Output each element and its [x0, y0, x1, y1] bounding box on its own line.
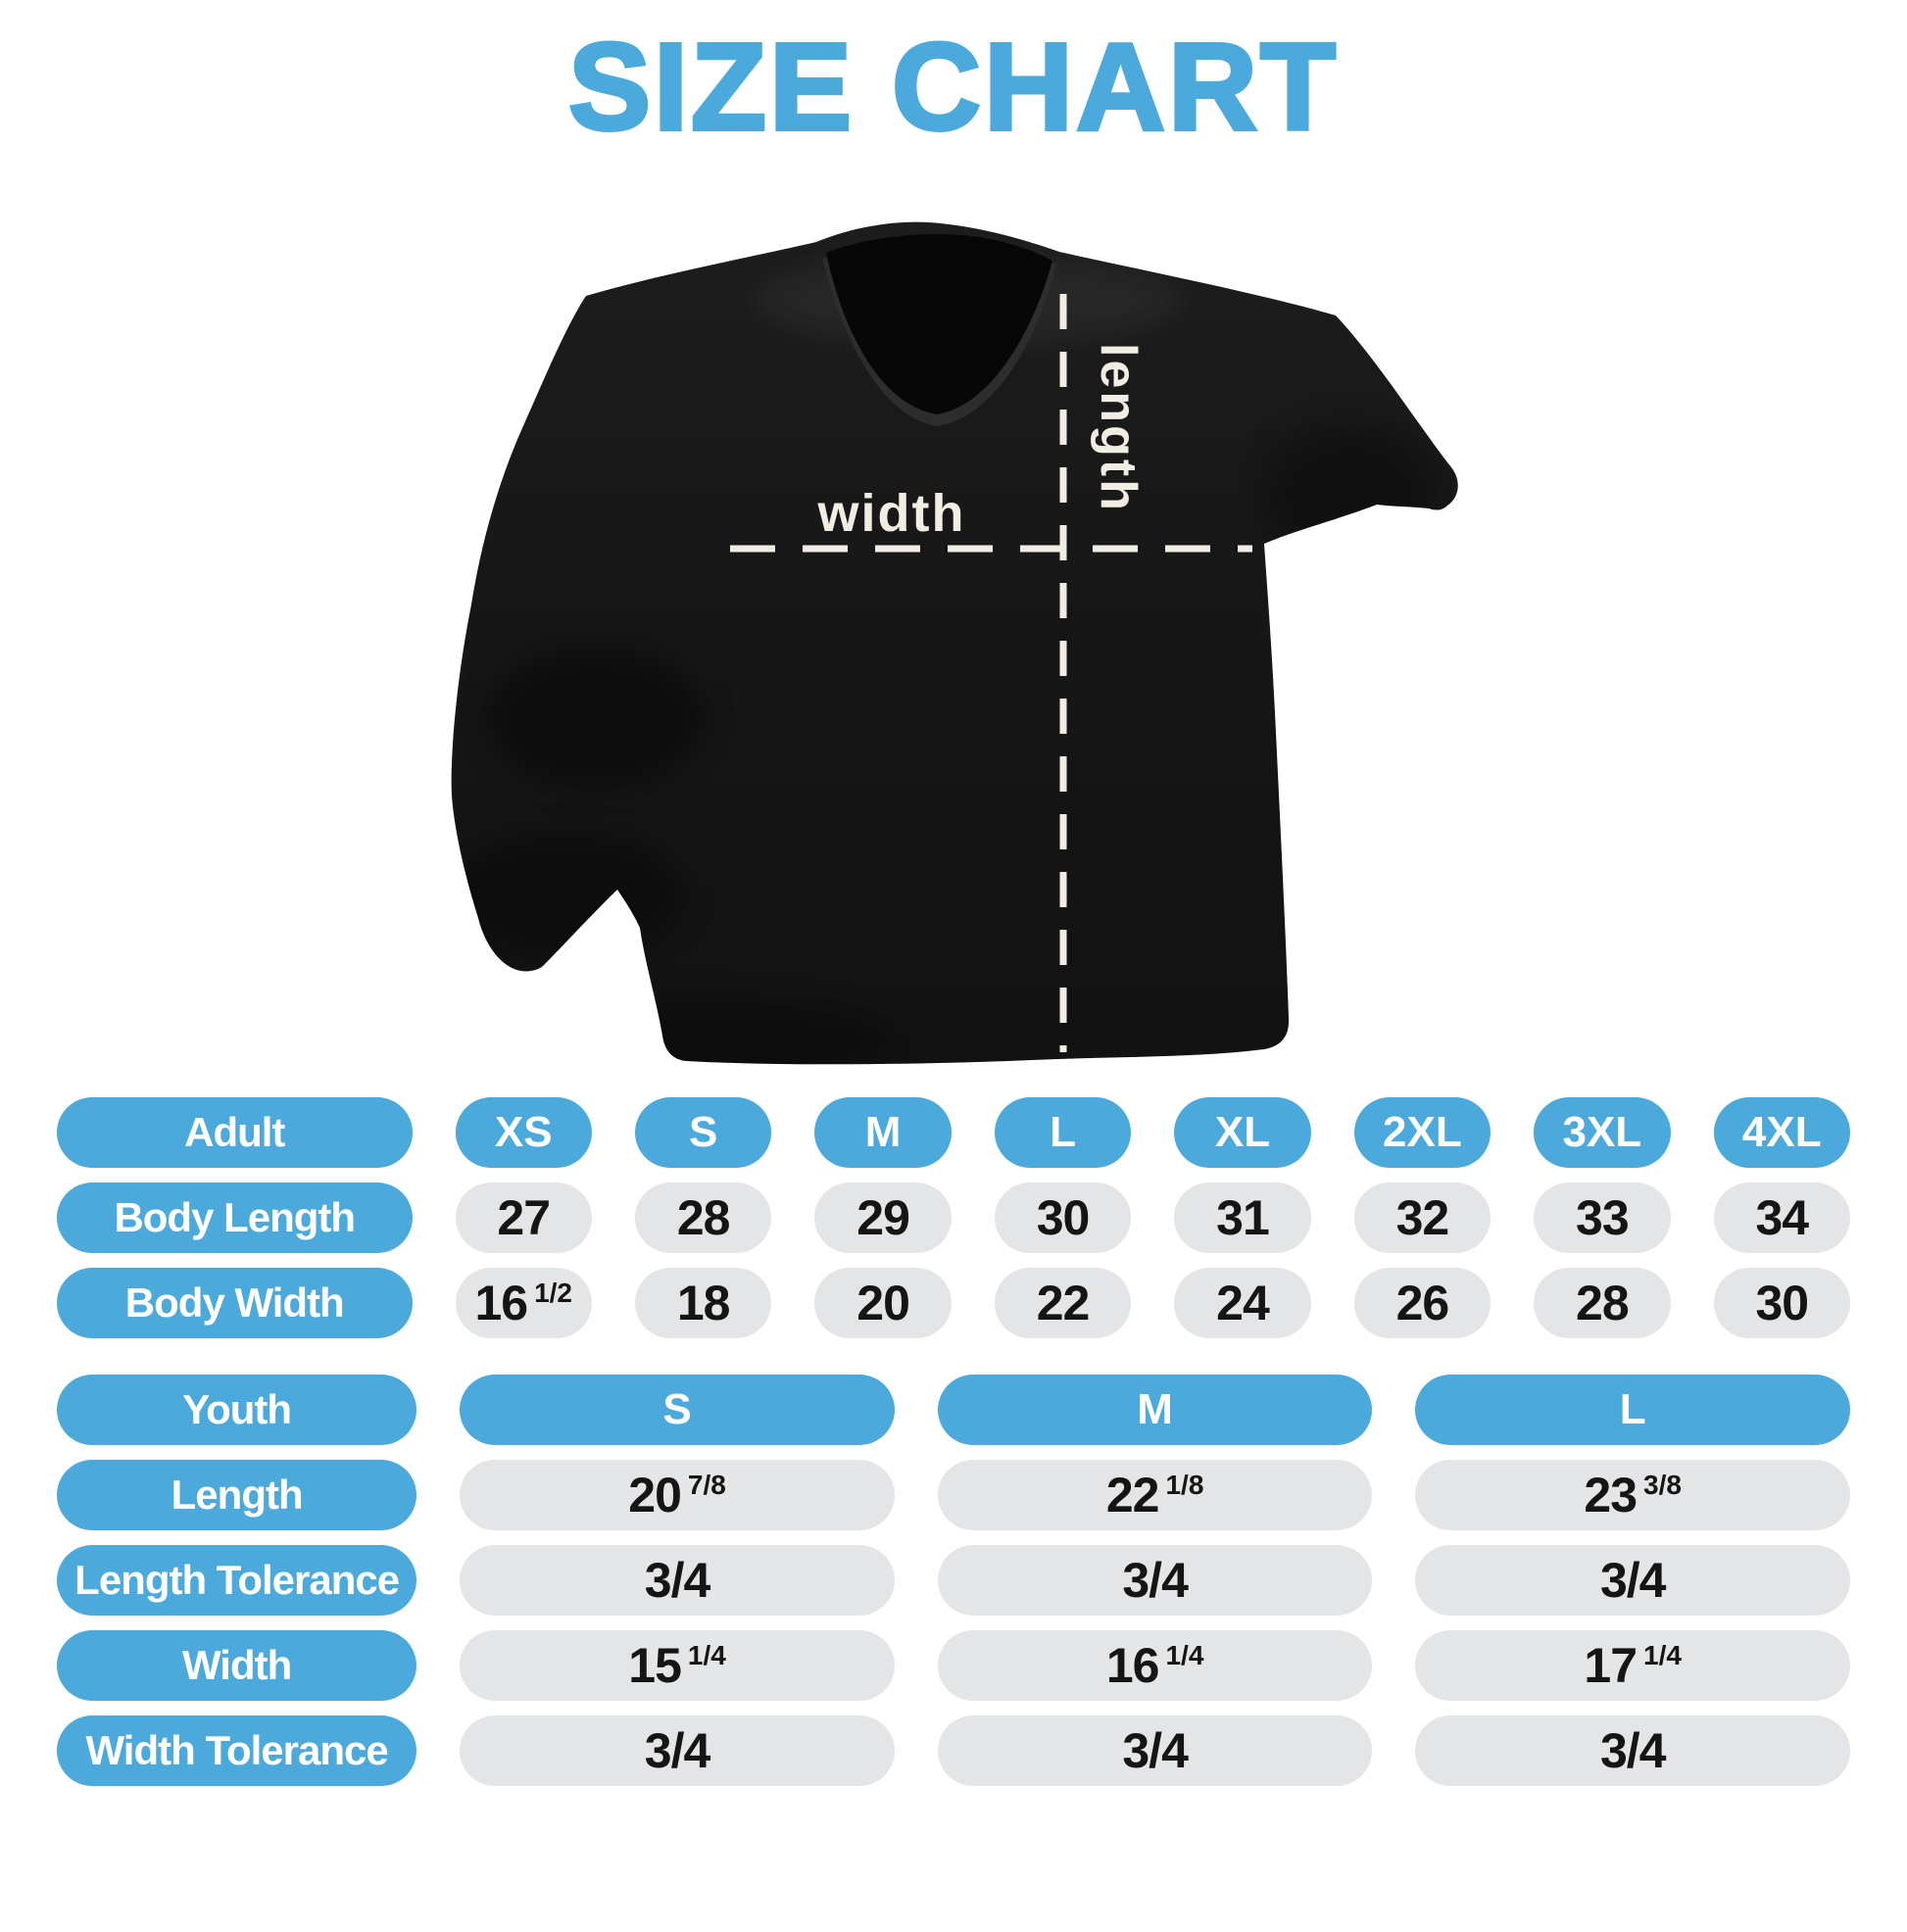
adult-row-label-body-length: Body Length	[57, 1183, 413, 1253]
adult-value-cell: 26	[1353, 1268, 1491, 1338]
tshirt-diagram: width length	[451, 221, 1458, 1065]
youth-value-cell: 3/4	[937, 1545, 1373, 1616]
width-label: width	[817, 484, 966, 543]
adult-size-header-m: M	[814, 1097, 952, 1168]
adult-value-cell: 28	[634, 1183, 772, 1253]
adult-size-header-xl: XL	[1174, 1097, 1311, 1168]
youth-row-label-length: Length	[57, 1460, 417, 1530]
tshirt-neck-hole	[826, 234, 1052, 414]
tshirt-body	[451, 221, 1458, 1065]
adult-size-header-4xl: 4XL	[1713, 1097, 1850, 1168]
youth-row-label-width: Width	[57, 1630, 417, 1701]
youth-value-cell: 16 1/4	[937, 1630, 1373, 1701]
fraction-part: 3/8	[1643, 1470, 1682, 1500]
adult-value-cell: 20	[814, 1268, 952, 1338]
fraction-part: 7/8	[687, 1470, 726, 1500]
youth-size-header-s: S	[460, 1375, 895, 1445]
adult-value-cell: 30	[1713, 1268, 1850, 1338]
adult-value-cell: 33	[1534, 1183, 1671, 1253]
adult-value-cell: 28	[1534, 1268, 1671, 1338]
youth-row-label-width-tolerance: Width Tolerance	[57, 1715, 417, 1786]
fraction-part: 1/2	[534, 1278, 573, 1308]
length-label: length	[1090, 343, 1147, 513]
youth-size-header-m: M	[937, 1375, 1373, 1445]
adult-size-header-3xl: 3XL	[1534, 1097, 1671, 1168]
adult-size-table: Adult XS S M L XL 2XL 3XL 4XL Body Length 27 28 29 30…	[57, 1097, 1850, 1338]
adult-value-cell: 34	[1713, 1183, 1850, 1253]
youth-table-label: Youth	[57, 1375, 417, 1445]
fraction-part: 1/4	[1165, 1640, 1204, 1670]
youth-value-cell: 3/4	[937, 1715, 1373, 1786]
adult-value-cell: 32	[1353, 1183, 1491, 1253]
page-title: SIZE CHART	[566, 18, 1339, 156]
youth-value-cell: 3/4	[1415, 1545, 1850, 1616]
adult-size-header-xs: XS	[455, 1097, 592, 1168]
fraction-part: 1/8	[1165, 1470, 1204, 1500]
adult-row-label-body-width: Body Width	[57, 1268, 413, 1338]
adult-value-cell: 27	[455, 1183, 592, 1253]
youth-value-cell: 17 1/4	[1415, 1630, 1850, 1701]
youth-value-cell: 3/4	[1415, 1715, 1850, 1786]
youth-value-cell: 3/4	[460, 1545, 895, 1616]
fraction-part: 1/4	[1643, 1640, 1682, 1670]
youth-size-table: Youth S M L Length 20 7/8 22 1/8 23 3/8 Length Tole…	[57, 1375, 1850, 1786]
tshirt-figure: width length	[449, 208, 1458, 1072]
adult-size-header-l: L	[994, 1097, 1132, 1168]
youth-value-cell: 20 7/8	[460, 1460, 895, 1530]
adult-value-cell: 16 1/2	[455, 1268, 592, 1338]
youth-value-cell: 15 1/4	[460, 1630, 895, 1701]
adult-value-cell: 29	[814, 1183, 952, 1253]
youth-size-header-l: L	[1415, 1375, 1850, 1445]
adult-value-cell: 22	[994, 1268, 1132, 1338]
adult-value-cell: 30	[994, 1183, 1132, 1253]
size-tables: Adult XS S M L XL 2XL 3XL 4XL Body Length 27 28 29 30…	[57, 1097, 1850, 1786]
size-chart-page: SIZE CHART	[0, 18, 1907, 1932]
adult-value-cell: 18	[634, 1268, 772, 1338]
adult-table-label: Adult	[57, 1097, 413, 1168]
fraction-part: 1/4	[687, 1640, 726, 1670]
youth-value-cell: 22 1/8	[937, 1460, 1373, 1530]
adult-value-cell: 24	[1174, 1268, 1311, 1338]
youth-value-cell: 3/4	[460, 1715, 895, 1786]
adult-size-header-s: S	[634, 1097, 772, 1168]
adult-value-cell: 31	[1174, 1183, 1311, 1253]
youth-row-label-length-tolerance: Length Tolerance	[57, 1545, 417, 1616]
adult-size-header-2xl: 2XL	[1353, 1097, 1491, 1168]
youth-value-cell: 23 3/8	[1415, 1460, 1850, 1530]
